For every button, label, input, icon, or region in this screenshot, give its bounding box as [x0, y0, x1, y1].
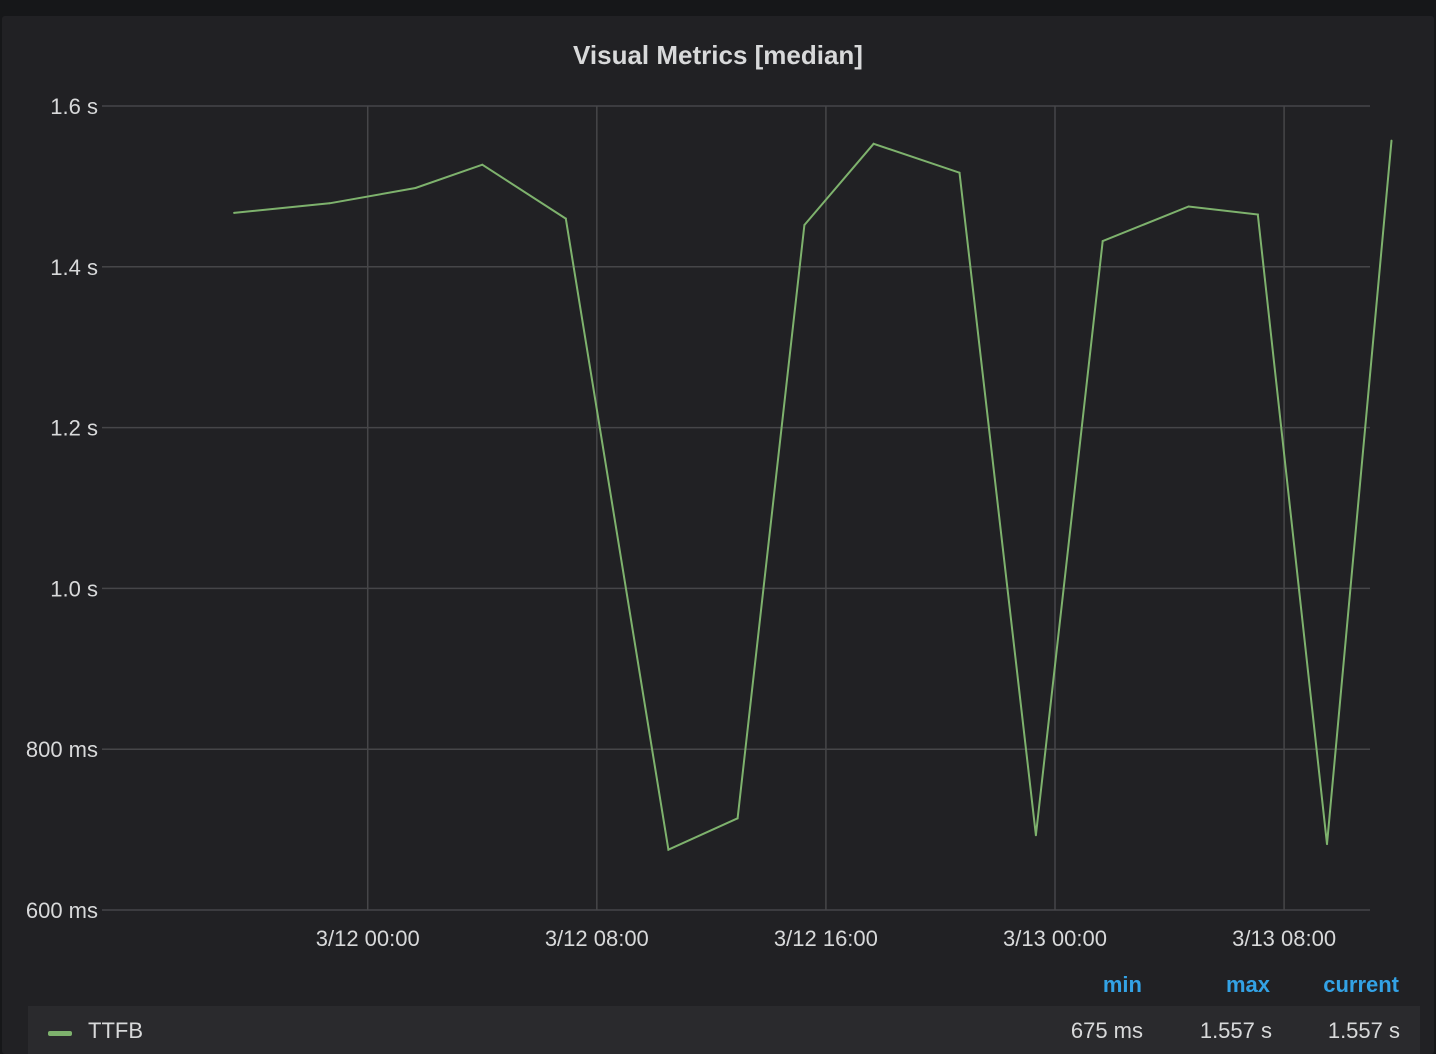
x-tick-label: 3/13 00:00 [1003, 926, 1107, 951]
data-point[interactable] [1256, 213, 1259, 216]
data-point[interactable] [958, 171, 961, 174]
data-point[interactable] [414, 187, 417, 190]
legend-value-max: 1.557 s [1199, 1018, 1272, 1043]
series-layer [233, 139, 1393, 852]
x-axis: 3/12 00:00 3/12 08:00 3/12 16:00 3/13 00:00… [316, 926, 1336, 951]
y-axis: 600 ms 800 ms 1.0 s 1.2 s 1.4 s 1.6 s [26, 94, 110, 923]
series-color-swatch[interactable] [48, 1031, 72, 1036]
legend-header-min[interactable]: min [1102, 972, 1142, 997]
legend-header: min max current [0, 972, 1436, 1000]
y-tick-label: 1.0 s [50, 576, 98, 601]
y-tick-label: 600 ms [26, 898, 98, 923]
data-point[interactable] [564, 217, 567, 220]
data-point[interactable] [1390, 139, 1393, 142]
y-tick-label: 1.4 s [50, 255, 98, 280]
legend-header-max[interactable]: max [1225, 972, 1270, 997]
legend-series-ttfb[interactable]: TTFB 675 ms 1.557 s 1.557 s [28, 1006, 1420, 1054]
panel-title[interactable]: Visual Metrics [median] [573, 40, 863, 70]
y-tick-label: 800 ms [26, 737, 98, 762]
series-line-ttfb[interactable] [233, 140, 1393, 852]
y-tick-label: 1.6 s [50, 94, 98, 119]
x-tick-label: 3/12 00:00 [316, 926, 420, 951]
grid [110, 105, 1370, 911]
data-point[interactable] [328, 202, 331, 205]
data-point[interactable] [667, 848, 670, 851]
data-point[interactable] [1326, 843, 1329, 846]
data-point[interactable] [1101, 240, 1104, 243]
data-point[interactable] [233, 211, 236, 214]
data-point[interactable] [803, 223, 806, 226]
x-tick-label: 3/13 08:00 [1232, 926, 1336, 951]
data-point[interactable] [736, 817, 739, 820]
x-tick-label: 3/12 08:00 [545, 926, 649, 951]
legend-series-name[interactable]: TTFB [88, 1018, 143, 1043]
legend-value-min: 675 ms [1070, 1018, 1143, 1043]
data-point[interactable] [872, 142, 875, 145]
legend-header-current[interactable]: current [1323, 972, 1399, 997]
y-tick-label: 1.2 s [50, 416, 98, 441]
data-point[interactable] [1034, 834, 1037, 837]
data-point[interactable] [481, 163, 484, 166]
x-tick-label: 3/12 16:00 [774, 926, 878, 951]
data-point[interactable] [1187, 205, 1190, 208]
legend-value-current: 1.557 s [1327, 1018, 1400, 1043]
line-chart: 600 ms 800 ms 1.0 s 1.2 s 1.4 s 1.6 s 3/12 00… [26, 94, 1393, 951]
graph-panel: Visual Metrics [median] [2, 16, 1434, 1054]
